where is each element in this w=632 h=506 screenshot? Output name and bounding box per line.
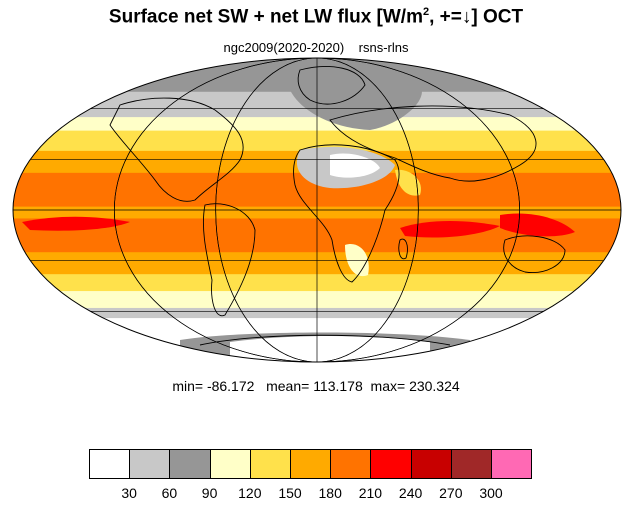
title-text: Surface net SW + net LW flux [W/m [108, 6, 423, 28]
eurasia-coastline [329, 105, 537, 182]
mean-label: mean= [266, 378, 310, 394]
colorbar-label-180: 180 [318, 485, 342, 501]
colorbar-label-90: 90 [201, 485, 218, 501]
colorbar-swatch-7 [371, 449, 412, 479]
max-label: max= [370, 378, 406, 394]
greenland-low-flux-region [290, 61, 422, 130]
graticule [13, 58, 621, 362]
colorbar-label-150: 150 [278, 485, 302, 501]
arabia-yellow-region [395, 169, 421, 196]
colorbar-swatch-9 [451, 449, 492, 479]
colorbar-label-300: 300 [479, 485, 503, 501]
africa-coastline [293, 144, 400, 283]
statistics-line: min= -86.172 mean= 113.178 max= 230.324 [0, 378, 632, 394]
meridian-120 [113, 58, 521, 362]
map-title: Surface net SW + net LW flux [W/m2, +=↓]… [0, 6, 632, 28]
colorbar-swatch-1 [130, 449, 171, 479]
greenland-coastline [297, 66, 366, 105]
antarctica-white [230, 336, 430, 362]
min-label: min= [172, 378, 204, 394]
colorbar-label-270: 270 [439, 485, 463, 501]
colorbar-swatch-10 [491, 449, 533, 479]
min-value: -86.172 [206, 378, 255, 394]
mean-value: 113.178 [313, 378, 363, 394]
colorbar-label-210: 210 [358, 485, 383, 501]
pacific-high-flux-streak [22, 216, 130, 231]
north-america-coastline [109, 97, 244, 202]
colorbar-swatch-0 [90, 449, 131, 479]
coastlines [109, 66, 566, 346]
colorbar-swatch-4 [250, 449, 291, 479]
madagascar-coastline [398, 238, 408, 260]
colorbar-labels: 30 60 90 120 150 180 210 240 270 300 [0, 485, 632, 503]
globe-outline [12, 57, 622, 363]
australia-high-flux [500, 213, 575, 237]
colorbar-swatch-6 [331, 449, 372, 479]
colorbar [89, 449, 533, 479]
meridian-60 [215, 58, 419, 362]
antarctica-coastline [199, 334, 451, 346]
colorbar-label-120: 120 [238, 485, 262, 501]
australia-coastline [503, 235, 566, 273]
max-value: 230.324 [409, 378, 460, 394]
colorbar-swatch-3 [210, 449, 251, 479]
colorbar-swatch-5 [290, 449, 332, 479]
colorbar-label-240: 240 [398, 485, 423, 501]
colorbar-label-30: 30 [121, 485, 137, 501]
colorbar-label-60: 60 [161, 485, 178, 501]
flux-field [13, 58, 621, 362]
colorbar-swatch-8 [411, 449, 452, 479]
colorbar-swatch-2 [170, 449, 211, 479]
title-tail: , +=↓] OCT [429, 6, 524, 28]
map-subtitle: ngc2009(2020-2020) rsns-rlns [223, 40, 409, 55]
south-america-coastline [202, 203, 256, 317]
indian-ocean-high-flux [400, 221, 500, 238]
title-superscript: 2 [422, 6, 430, 18]
